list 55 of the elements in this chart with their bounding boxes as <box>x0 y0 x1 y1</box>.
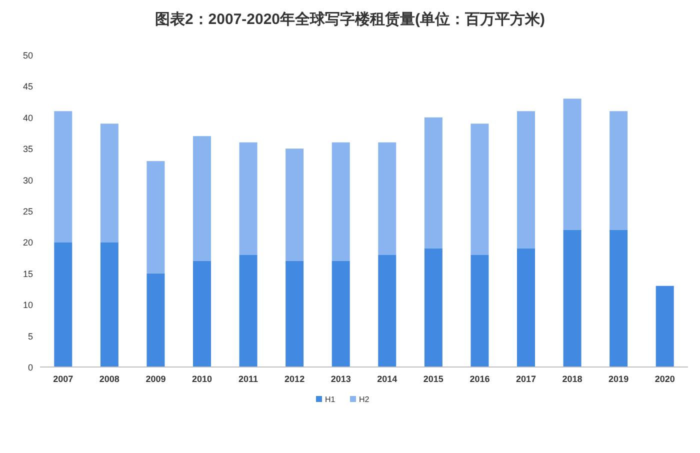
bar <box>332 142 350 261</box>
bar <box>563 98 582 230</box>
x-tick-label: 2011 <box>238 374 258 384</box>
x-tick-label: 2018 <box>562 374 582 384</box>
x-tick-label: 2014 <box>377 374 398 384</box>
x-tick-label: 2008 <box>99 374 120 384</box>
legend-label: H2 <box>359 395 370 404</box>
x-tick-label: 2020 <box>654 374 675 384</box>
y-tick-label: 5 <box>28 331 33 342</box>
x-tick-label: 2010 <box>192 374 212 384</box>
bar <box>470 124 489 255</box>
y-tick-label: 20 <box>22 238 33 248</box>
bar <box>424 117 442 248</box>
y-tick-label: 25 <box>22 206 33 216</box>
bar <box>470 254 489 367</box>
x-tick-label: 2016 <box>470 374 490 384</box>
bar <box>239 254 258 367</box>
x-tick-label: 2007 <box>53 374 74 384</box>
bar <box>286 260 304 367</box>
bar <box>424 248 442 367</box>
y-tick-label: 30 <box>22 175 33 186</box>
bar <box>193 260 211 367</box>
y-tick-label: 15 <box>22 268 33 279</box>
bar <box>100 124 118 242</box>
x-tick-label: 2013 <box>330 374 351 384</box>
bar <box>54 111 72 242</box>
legend-label: H1 <box>325 395 336 404</box>
x-tick-label: 2019 <box>608 374 629 384</box>
bar <box>656 286 674 367</box>
bar <box>54 242 72 367</box>
x-tick-label: 2012 <box>284 374 305 384</box>
bar <box>193 136 211 261</box>
bar <box>610 230 628 367</box>
bar <box>239 142 258 255</box>
bar <box>146 161 165 274</box>
y-tick-label: 40 <box>22 112 33 123</box>
bar <box>146 273 165 367</box>
bar <box>610 111 628 230</box>
y-tick-label: 10 <box>22 300 33 310</box>
bar <box>378 142 396 255</box>
y-tick-label: 50 <box>22 50 33 60</box>
bar <box>517 248 535 367</box>
x-tick-label: 2017 <box>516 374 536 384</box>
x-tick-label: 2015 <box>423 374 444 384</box>
x-tick-label: 2009 <box>146 374 166 384</box>
bar <box>100 242 118 367</box>
bar <box>563 230 582 367</box>
chart-title: 图表2：2007-2020年全球写字楼租赁量(单位：百万平方米) <box>154 10 546 28</box>
bar <box>286 148 304 261</box>
y-tick-label: 0 <box>28 362 33 372</box>
bar <box>517 111 535 248</box>
bar <box>378 254 396 367</box>
bar <box>332 260 350 367</box>
y-tick-label: 35 <box>22 144 33 154</box>
y-tick-label: 45 <box>22 82 33 92</box>
